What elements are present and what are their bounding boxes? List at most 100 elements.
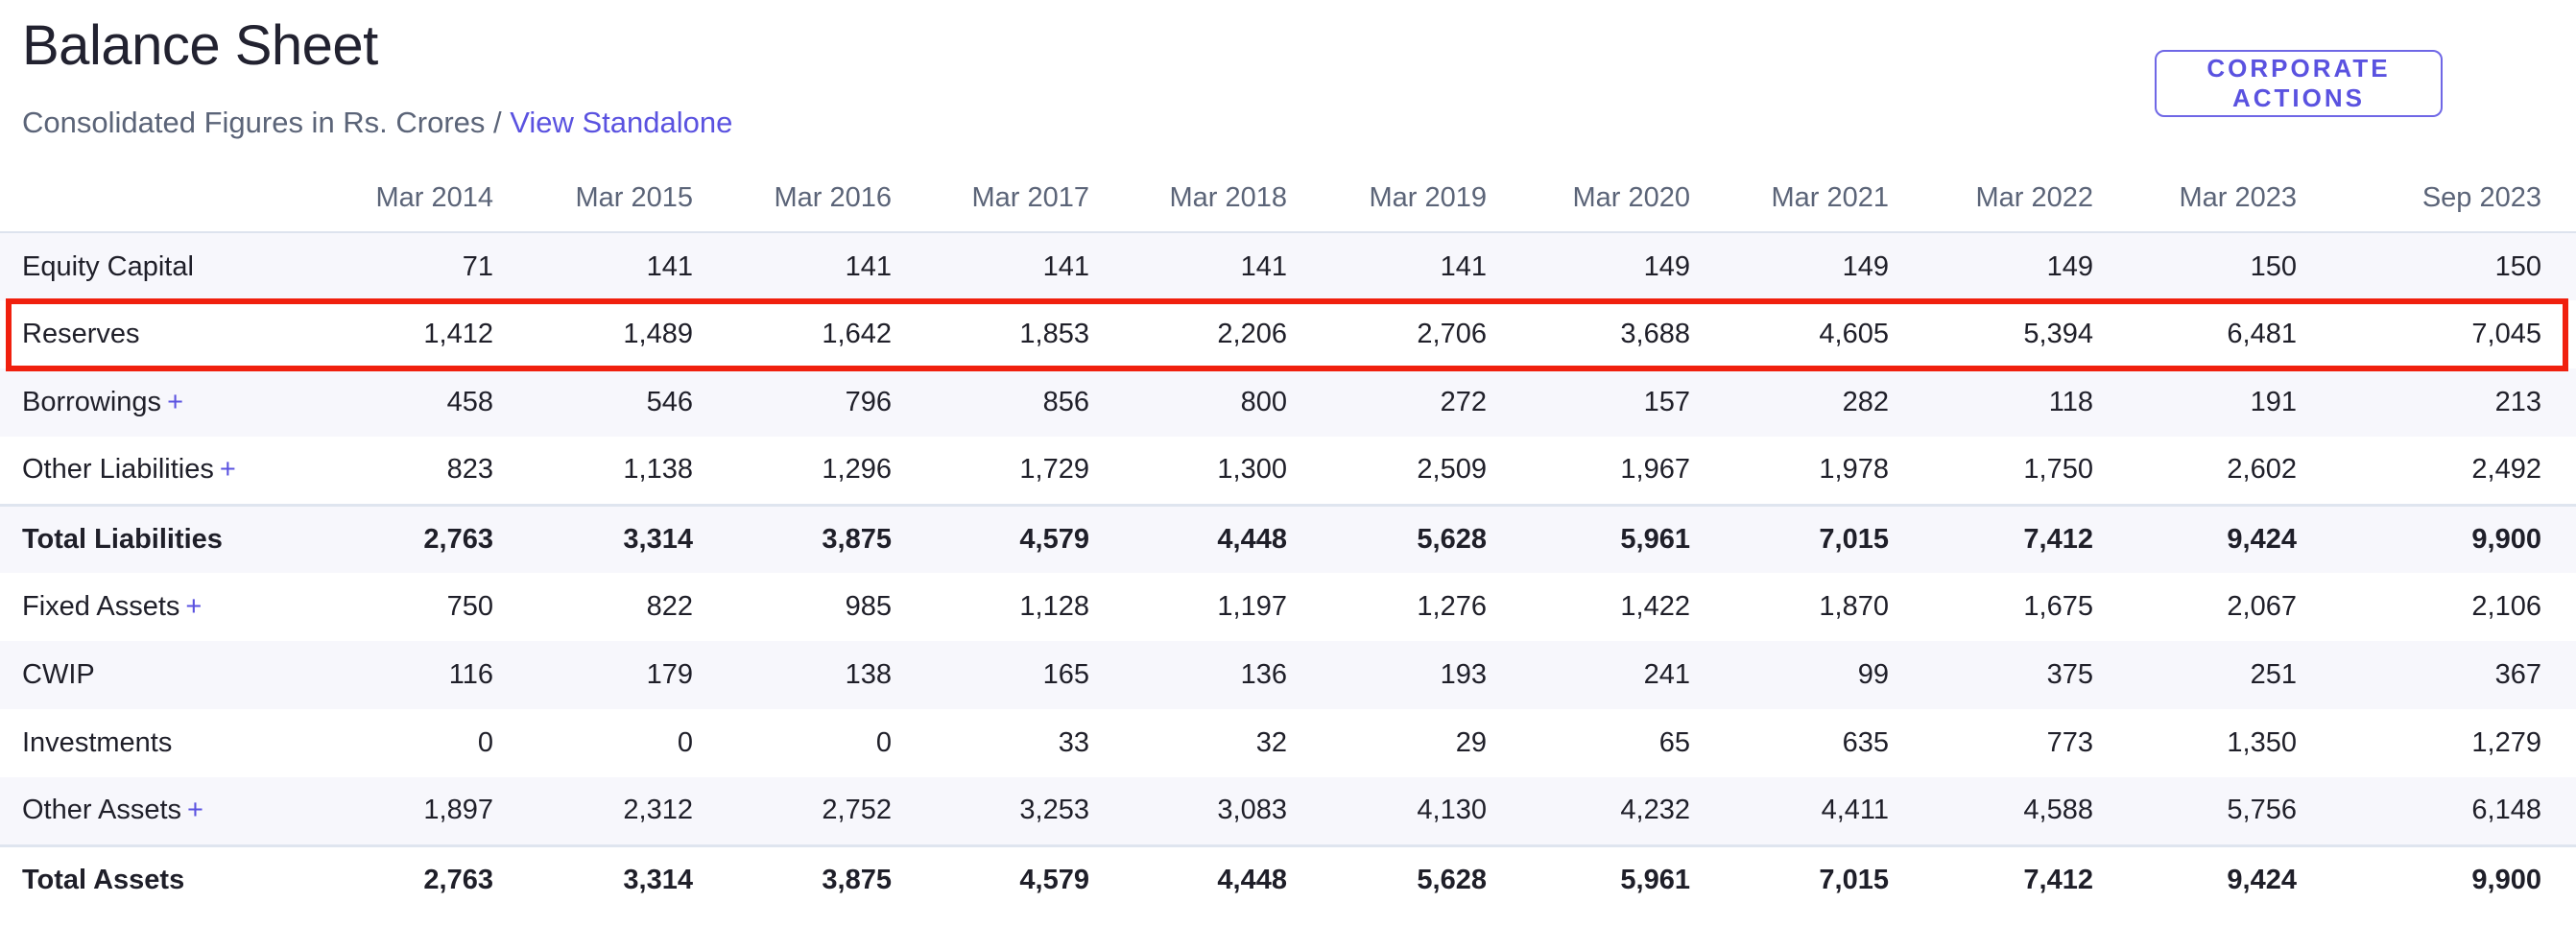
value-cell: 5,394 xyxy=(2023,319,2093,349)
value-cell: 0 xyxy=(677,727,693,758)
column-header: Mar 2021 xyxy=(1725,165,1923,233)
row-label: Borrowings xyxy=(22,387,162,417)
subtitle-text: Consolidated Figures in Rs. Crores / xyxy=(22,106,511,139)
value-cell: 2,509 xyxy=(1417,454,1487,486)
value-cell: 750 xyxy=(446,591,493,622)
column-header: Mar 2014 xyxy=(336,165,528,233)
value-cell: 2,763 xyxy=(336,843,528,914)
value-cell: 9,900 xyxy=(2331,503,2576,573)
row-label-cell[interactable]: Borrowings + xyxy=(0,368,336,437)
row-label-cell: Reserves xyxy=(0,300,336,368)
value-cell: 822 xyxy=(646,591,693,622)
column-header: Mar 2017 xyxy=(926,165,1124,233)
value-cell: 1,967 xyxy=(1620,454,1690,486)
value-cell: 1,412 xyxy=(423,319,493,349)
value-cell: 2,492 xyxy=(2471,454,2541,486)
table-row: Other Liabilities +823 1,138 1,296 1,729 1,30… xyxy=(0,437,2576,505)
row-label: Equity Capital xyxy=(22,250,194,282)
value-cell: 1,642 xyxy=(822,319,892,349)
value-cell: 282 xyxy=(1725,368,1923,437)
value-cell: 2,206 xyxy=(1217,319,1287,349)
value-cell: 1,729 xyxy=(1019,454,1089,486)
value-cell: 2,067 xyxy=(2227,591,2297,622)
value-cell: 141 xyxy=(926,232,1124,300)
value-cell: 4,130 xyxy=(1322,777,1521,845)
row-label-cell: CWIP xyxy=(0,641,336,709)
expand-plus-icon[interactable]: + xyxy=(187,795,203,826)
value-cell: 29 xyxy=(1455,727,1487,758)
table-row: Other Assets +1,897 2,312 2,752 3,253 3,083 4,… xyxy=(0,777,2576,845)
value-cell: 5,628 xyxy=(1322,843,1521,914)
row-label: Reserves xyxy=(22,319,140,349)
value-cell: 2,706 xyxy=(1417,319,1487,349)
table-row: Fixed Assets +750 822 985 1,128 1,197 1,276 1,4… xyxy=(0,573,2576,641)
value-cell: 5,628 xyxy=(1322,503,1521,573)
balance-sheet-table: Mar 2014 Mar 2015 Mar 2016 Mar 2017 Mar 2018… xyxy=(0,165,2576,914)
value-cell: 118 xyxy=(1923,368,2128,437)
value-cell: 3,875 xyxy=(727,843,926,914)
value-cell: 99 xyxy=(1725,641,1923,709)
table-row: Borrowings +458 546 796 856 800 272 157 282 118 19… xyxy=(0,368,2576,437)
value-cell: 32 xyxy=(1255,727,1287,758)
value-cell: 796 xyxy=(727,368,926,437)
column-header: Mar 2018 xyxy=(1124,165,1322,233)
value-cell: 1,197 xyxy=(1217,591,1287,622)
view-standalone-link[interactable]: View Standalone xyxy=(510,106,733,139)
value-cell: 157 xyxy=(1521,368,1725,437)
expand-plus-icon[interactable]: + xyxy=(167,387,183,417)
row-label-cell[interactable]: Fixed Assets + xyxy=(0,573,336,641)
value-cell: 138 xyxy=(727,641,926,709)
subtitle: Consolidated Figures in Rs. Crores / Vie… xyxy=(22,106,732,140)
value-cell: 2,602 xyxy=(2227,454,2297,486)
value-cell: 9,900 xyxy=(2331,843,2576,914)
row-label-cell: Total Liabilities xyxy=(0,503,336,573)
row-label-cell[interactable]: Other Assets + xyxy=(0,777,336,845)
value-cell: 1,276 xyxy=(1417,591,1487,622)
value-cell: 191 xyxy=(2128,368,2331,437)
value-cell: 150 xyxy=(2331,232,2576,300)
value-cell: 773 xyxy=(2046,727,2093,758)
value-cell: 800 xyxy=(1124,368,1322,437)
row-label-cell[interactable]: Other Liabilities + xyxy=(0,437,336,505)
value-cell: 7,045 xyxy=(2471,319,2541,349)
value-cell: 4,579 xyxy=(926,843,1124,914)
value-cell: 4,448 xyxy=(1124,503,1322,573)
value-cell: 4,579 xyxy=(926,503,1124,573)
value-cell: 5,756 xyxy=(2128,777,2331,845)
value-cell: 150 xyxy=(2128,232,2331,300)
value-cell: 65 xyxy=(1658,727,1690,758)
value-cell: 193 xyxy=(1322,641,1521,709)
row-label: Other Assets xyxy=(22,795,182,826)
value-cell: 985 xyxy=(845,591,892,622)
value-cell: 5,961 xyxy=(1521,503,1725,573)
value-cell: 179 xyxy=(528,641,727,709)
value-cell: 635 xyxy=(1842,727,1889,758)
value-cell: 6,481 xyxy=(2227,319,2297,349)
value-cell: 149 xyxy=(1521,232,1725,300)
corporate-actions-button[interactable]: CORPORATE ACTIONS xyxy=(2155,50,2443,117)
value-cell: 1,489 xyxy=(623,319,693,349)
value-cell: 3,688 xyxy=(1620,319,1690,349)
row-label: Fixed Assets xyxy=(22,591,180,622)
value-cell: 3,875 xyxy=(727,503,926,573)
value-cell: 71 xyxy=(336,232,528,300)
expand-plus-icon[interactable]: + xyxy=(219,454,236,486)
value-cell: 141 xyxy=(1124,232,1322,300)
value-cell: 458 xyxy=(336,368,528,437)
value-cell: 213 xyxy=(2331,368,2576,437)
value-cell: 3,314 xyxy=(528,843,727,914)
value-cell: 0 xyxy=(477,727,493,758)
value-cell: 7,015 xyxy=(1725,843,1923,914)
value-cell: 3,083 xyxy=(1124,777,1322,845)
value-cell: 165 xyxy=(926,641,1124,709)
expand-plus-icon[interactable]: + xyxy=(185,591,203,622)
value-cell: 1,279 xyxy=(2471,727,2541,758)
column-header: Mar 2023 xyxy=(2128,165,2331,233)
row-label: Other Liabilities xyxy=(22,454,214,486)
value-cell: 149 xyxy=(1725,232,1923,300)
row-label-cell: Total Assets xyxy=(0,843,336,914)
value-cell: 2,312 xyxy=(528,777,727,845)
value-cell: 1,870 xyxy=(1819,591,1889,622)
value-cell: 116 xyxy=(336,641,528,709)
table-row: Investments 0 0 0 33 32 29 65 635 773 1,350 1,279 xyxy=(0,709,2576,777)
